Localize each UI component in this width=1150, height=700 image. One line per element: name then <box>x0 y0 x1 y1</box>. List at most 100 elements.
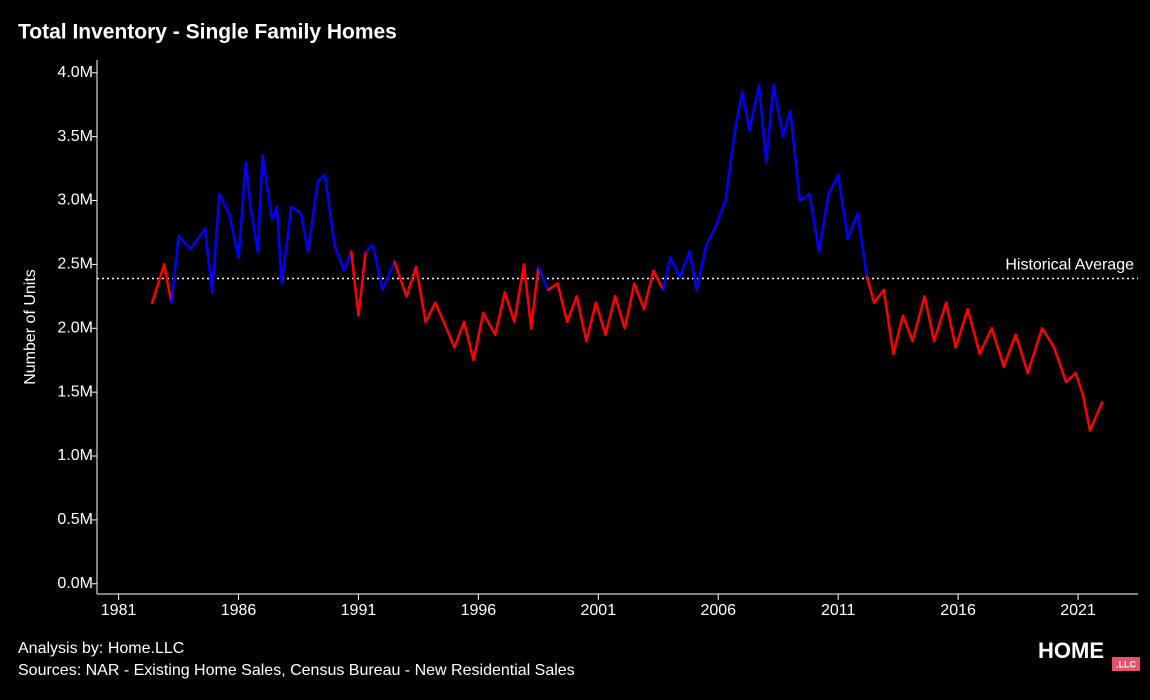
line-segment <box>472 311 485 362</box>
line-segment <box>911 295 926 343</box>
line-segment <box>604 295 617 336</box>
line-segment <box>733 90 744 132</box>
line-segment <box>333 243 346 273</box>
y-axis-label: Number of Units <box>22 269 39 385</box>
line-segment <box>443 323 456 349</box>
line-segment <box>704 224 718 247</box>
line-segment <box>203 227 214 294</box>
x-tick-label: 2011 <box>821 602 856 619</box>
line-segment <box>323 173 336 247</box>
y-tick-label: 1.5M <box>57 383 93 400</box>
line-segment <box>856 212 869 279</box>
x-tick-label: 1981 <box>101 602 137 619</box>
line-segment <box>393 260 408 298</box>
line-segment <box>613 295 626 330</box>
line-segment <box>556 282 569 324</box>
line-segment <box>513 263 526 324</box>
line-segment <box>493 291 507 336</box>
line-segment <box>453 320 466 349</box>
footer-analysis: Analysis by: Home.LLC <box>18 640 184 657</box>
line-segment <box>244 160 252 209</box>
line-segment <box>462 320 475 362</box>
line-segment <box>342 250 353 273</box>
line-segment <box>170 235 180 304</box>
line-segment <box>678 250 691 279</box>
chart-title: Total Inventory - Single Family Homes <box>18 21 397 44</box>
line-segment <box>1088 401 1104 432</box>
logo: HOME <box>1038 638 1104 663</box>
line-segment <box>978 327 993 356</box>
line-segment <box>405 265 418 298</box>
line-segment <box>642 269 655 311</box>
line-segment <box>695 243 708 292</box>
line-segment <box>817 192 830 253</box>
line-segment <box>882 288 895 356</box>
logo-badge <box>1112 657 1140 671</box>
line-segment <box>1074 371 1085 396</box>
line-segment <box>350 250 360 317</box>
line-segment <box>1014 333 1029 375</box>
reference-label: Historical Average <box>1005 257 1134 274</box>
footer-sources: Sources: NAR - Existing Home Sales, Cens… <box>18 662 575 679</box>
line-segment <box>529 265 540 330</box>
line-segment <box>177 235 192 251</box>
y-tick-label: 2.0M <box>57 319 93 336</box>
line-segment <box>1052 346 1068 384</box>
line-segment <box>872 288 885 304</box>
x-tick-label: 2006 <box>700 602 736 619</box>
line-segment <box>306 180 319 253</box>
line-segment <box>892 314 905 356</box>
line-segment <box>414 265 427 324</box>
line-segment <box>316 173 327 183</box>
line-segment <box>623 282 636 330</box>
line-segment <box>522 263 533 330</box>
line-segment <box>740 90 751 132</box>
y-tick-label: 0.5M <box>57 511 93 528</box>
line-segment <box>901 314 914 343</box>
line-segment <box>481 311 497 336</box>
line-segment <box>944 301 957 349</box>
line-segment <box>808 192 821 253</box>
line-segment <box>237 160 247 260</box>
line-segment <box>371 243 384 292</box>
line-segment <box>827 173 840 196</box>
line-segment <box>565 295 578 324</box>
line-segment <box>150 263 166 304</box>
line-segment <box>772 84 785 138</box>
line-segment <box>546 282 559 292</box>
line-segment <box>724 129 737 202</box>
x-tick-label: 1986 <box>221 602 257 619</box>
line-segment <box>1081 393 1092 432</box>
line-segment <box>424 301 437 324</box>
line-segment <box>764 84 775 164</box>
y-tick-label: 0.0M <box>57 575 93 592</box>
y-tick-label: 3.5M <box>57 128 93 145</box>
line-segment <box>585 301 598 343</box>
line-segment <box>290 205 303 215</box>
line-segment <box>249 205 259 253</box>
line-segment <box>433 301 447 326</box>
line-segment <box>575 295 588 343</box>
line-segment <box>688 250 698 292</box>
line-segment <box>652 269 665 292</box>
line-segment <box>537 265 550 292</box>
x-tick-label: 1996 <box>461 602 497 619</box>
line-segment <box>846 212 859 241</box>
line-segment <box>748 84 761 132</box>
line-segment <box>836 173 850 241</box>
line-segment <box>261 154 274 221</box>
y-tick-label: 2.5M <box>57 256 93 273</box>
line-segment <box>633 282 646 311</box>
line-segment <box>162 263 173 304</box>
line-segment <box>990 327 1005 368</box>
line-segment <box>1002 333 1017 368</box>
line-segment <box>210 192 221 294</box>
line-segment <box>966 307 981 356</box>
x-tick-label: 2016 <box>940 602 976 619</box>
line-segment <box>364 243 375 253</box>
line-segment <box>1040 327 1056 349</box>
line-segment <box>299 212 310 253</box>
line-segment <box>189 227 207 251</box>
